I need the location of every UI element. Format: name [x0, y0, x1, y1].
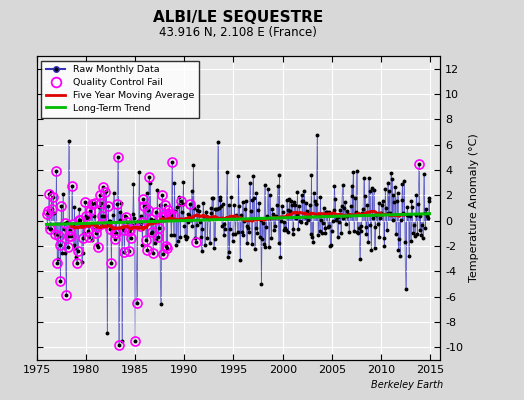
Y-axis label: Temperature Anomaly (°C): Temperature Anomaly (°C): [468, 134, 478, 282]
Text: 43.916 N, 2.108 E (France): 43.916 N, 2.108 E (France): [159, 26, 318, 39]
Text: Berkeley Earth: Berkeley Earth: [370, 380, 443, 390]
Text: ALBI/LE SEQUESTRE: ALBI/LE SEQUESTRE: [154, 10, 323, 25]
Legend: Raw Monthly Data, Quality Control Fail, Five Year Moving Average, Long-Term Tren: Raw Monthly Data, Quality Control Fail, …: [41, 61, 199, 118]
